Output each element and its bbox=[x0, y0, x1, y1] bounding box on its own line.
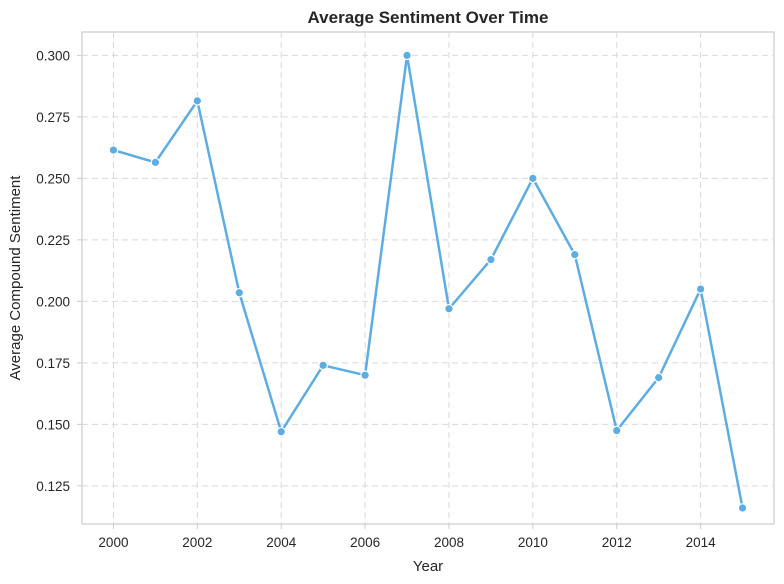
y-tick-label: 0.200 bbox=[36, 294, 70, 309]
x-tick-label: 2000 bbox=[98, 535, 128, 550]
series bbox=[108, 50, 748, 513]
x-tick-label: 2004 bbox=[266, 535, 297, 550]
y-tick-label: 0.125 bbox=[36, 479, 70, 494]
data-point bbox=[695, 284, 706, 294]
data-point bbox=[276, 426, 287, 437]
x-axis-label: Year bbox=[413, 558, 443, 575]
x-tick-label: 2006 bbox=[350, 535, 380, 550]
y-tick-label: 0.250 bbox=[36, 171, 70, 186]
data-point bbox=[150, 157, 161, 168]
y-tick-label: 0.300 bbox=[36, 48, 70, 63]
ticks: 2000 2002 2004 2006 2008 2010 2012 2014 0.125 0.1… bbox=[36, 48, 716, 550]
data-point bbox=[234, 287, 245, 298]
data-point bbox=[737, 503, 748, 513]
series-line bbox=[112, 54, 744, 510]
data-point bbox=[444, 303, 454, 314]
x-tick-label: 2012 bbox=[602, 535, 632, 550]
y-axis-label: Average Compound Sentiment bbox=[7, 175, 24, 381]
y-tick-label: 0.225 bbox=[36, 233, 70, 248]
plot-area bbox=[81, 31, 775, 525]
data-point bbox=[528, 173, 538, 184]
y-tick-label: 0.150 bbox=[36, 417, 70, 432]
x-tick-label: 2008 bbox=[434, 535, 464, 550]
data-point bbox=[318, 360, 328, 371]
y-tick-label: 0.175 bbox=[36, 356, 70, 371]
data-point bbox=[569, 249, 580, 260]
grid bbox=[82, 32, 774, 524]
chart-title: Average Sentiment Over Time bbox=[308, 8, 549, 27]
data-point bbox=[653, 372, 664, 383]
data-point bbox=[192, 96, 203, 106]
data-point bbox=[611, 425, 622, 436]
x-tick-label: 2014 bbox=[686, 535, 717, 550]
data-point bbox=[402, 50, 412, 61]
data-point bbox=[108, 145, 119, 155]
data-point bbox=[360, 370, 370, 380]
y-tick-label: 0.275 bbox=[36, 110, 70, 125]
data-point bbox=[486, 254, 496, 265]
x-tick-label: 2010 bbox=[518, 535, 548, 550]
x-tick-label: 2002 bbox=[182, 535, 212, 550]
